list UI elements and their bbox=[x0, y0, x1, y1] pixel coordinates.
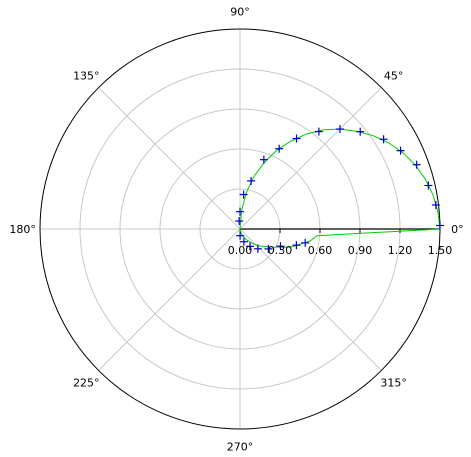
data-point-marker bbox=[239, 190, 248, 199]
radial-tick-label: 0.60 bbox=[308, 244, 333, 257]
data-point-marker bbox=[253, 244, 262, 253]
data-point-marker bbox=[246, 242, 254, 251]
radial-tick-label: 0.00 bbox=[228, 244, 253, 257]
data-point-marker bbox=[236, 231, 245, 240]
data-point-marker bbox=[239, 237, 248, 246]
data-point-marker bbox=[259, 155, 268, 164]
labels: 0.00 0.30 0.60 0.90 1.20 1.50 0° 45° 90° 135° 180°… bbox=[9, 6, 463, 454]
data-point-marker bbox=[424, 181, 433, 190]
grid-spoke-315 bbox=[239, 228, 382, 371]
data-point-marker bbox=[275, 144, 284, 153]
data-point-marker bbox=[301, 238, 310, 247]
grid-spoke-45 bbox=[239, 87, 382, 230]
angular-tick-label-135: 135° bbox=[73, 69, 100, 82]
data-point-marker bbox=[235, 217, 244, 226]
data-point-marker bbox=[335, 125, 344, 134]
radial-tick-label: 1.20 bbox=[388, 244, 413, 257]
data-point-marker bbox=[379, 135, 388, 144]
angular-tick-label-270: 270° bbox=[227, 440, 254, 453]
radial-tick-label: 1.50 bbox=[428, 244, 453, 257]
angular-tick-label-0: 0° bbox=[451, 223, 464, 236]
data-point-marker bbox=[431, 200, 440, 209]
grid-spoke-225 bbox=[98, 228, 241, 371]
angular-tick-label-45: 45° bbox=[384, 69, 404, 82]
angular-tick-label-315: 315° bbox=[380, 377, 407, 390]
angular-tick-label-180: 180° bbox=[9, 223, 36, 236]
data-point-marker bbox=[264, 244, 273, 253]
angular-tick-label-90: 90° bbox=[230, 6, 250, 19]
data-point-marker bbox=[356, 127, 365, 136]
radial-tick-label: 0.90 bbox=[348, 244, 373, 257]
data-point-marker bbox=[314, 127, 323, 136]
data-point-marker bbox=[435, 221, 444, 230]
data-point-marker bbox=[236, 207, 244, 216]
radial-tick-label: 0.30 bbox=[268, 244, 293, 257]
data-point-marker bbox=[276, 242, 285, 251]
data-point-marker bbox=[412, 160, 421, 169]
data-point-marker bbox=[292, 241, 301, 250]
data-point-marker bbox=[292, 134, 301, 143]
series bbox=[235, 125, 444, 253]
angular-tick-label-225: 225° bbox=[73, 377, 100, 390]
grid-spoke-135 bbox=[98, 87, 241, 230]
data-point-marker bbox=[396, 146, 405, 155]
data-point-marker bbox=[247, 176, 256, 185]
